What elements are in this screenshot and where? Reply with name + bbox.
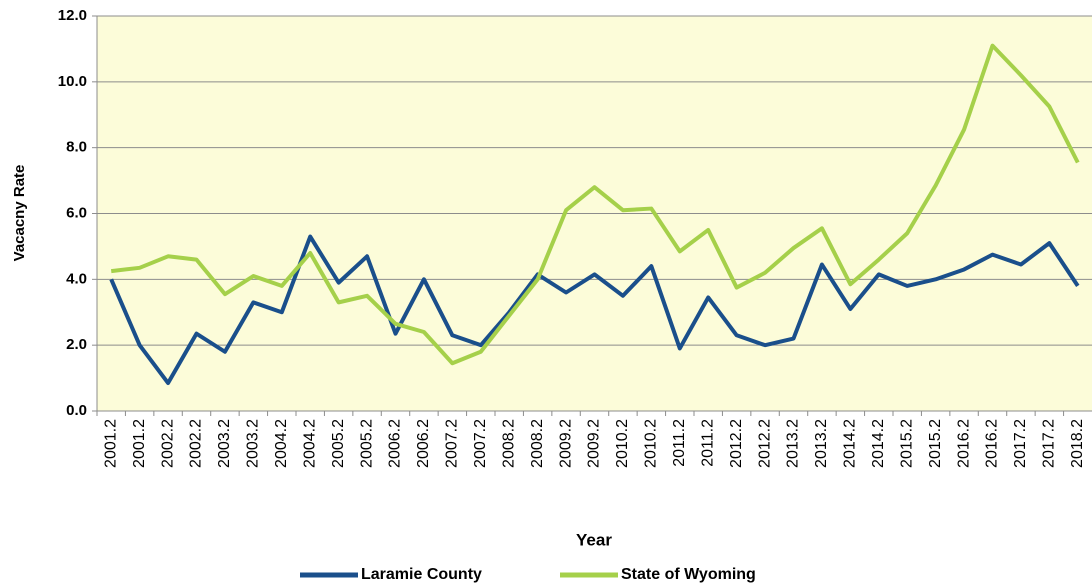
x-tick-label: 2006.2: [387, 419, 404, 468]
x-tick-label: 2005.2: [330, 419, 347, 468]
y-axis-label: Vacacny Rate: [11, 165, 28, 262]
x-tick-label: 2014.2: [842, 419, 859, 468]
series-line: [110, 43, 1080, 366]
x-tick-label: 2009.2: [586, 419, 603, 468]
x-tick-label: 2017.2: [1012, 419, 1029, 468]
x-tick-label: 2002.2: [188, 419, 205, 468]
x-tick-label: 2012.2: [756, 419, 773, 468]
y-tick-label: 10.0: [58, 73, 87, 90]
x-tick-label: 2012.2: [728, 419, 745, 468]
x-tick-label: 2006.2: [415, 419, 432, 468]
x-tick-label: 2015.2: [898, 419, 915, 468]
x-tick-label: 2001.2: [102, 419, 119, 468]
x-tick-label: 2009.2: [557, 419, 574, 468]
x-tick-label: 2013.2: [785, 419, 802, 468]
x-tick-label: 2003.2: [245, 419, 262, 468]
x-tick-label: 2016.2: [955, 419, 972, 468]
y-tick-label: 4.0: [66, 270, 87, 287]
y-tick-label: 0.0: [66, 402, 87, 419]
x-tick-label: 2005.2: [358, 419, 375, 468]
x-tick-label: 2010.2: [614, 419, 631, 468]
legend-label: Laramie County: [361, 566, 482, 583]
x-tick-label: 2017.2: [1041, 419, 1058, 468]
x-tick-label: 2008.2: [529, 419, 546, 468]
x-tick-label: 2004.2: [301, 419, 318, 468]
x-tick-label: 2004.2: [273, 419, 290, 468]
x-tick-label: 2018.2: [1069, 419, 1086, 468]
x-tick-label: 2008.2: [500, 419, 517, 468]
x-tick-label: 2002.2: [159, 419, 176, 468]
x-tick-label: 2010.2: [643, 419, 660, 468]
x-tick-label: 2001.2: [131, 419, 148, 468]
x-tick-label: 2014.2: [870, 419, 887, 468]
y-tick-label: 2.0: [66, 336, 87, 353]
y-tick-label: 6.0: [66, 204, 87, 221]
x-tick-label: 2007.2: [472, 419, 489, 468]
legend-label: State of Wyoming: [621, 566, 756, 583]
series-line: [109, 234, 1080, 386]
x-axis-label: Year: [576, 530, 612, 549]
x-tick-label: 2013.2: [813, 419, 830, 468]
x-tick-label: 2016.2: [984, 419, 1001, 468]
x-tick-label: 2007.2: [444, 419, 461, 468]
x-tick-label: 2011.2: [671, 419, 688, 467]
x-tick-label: 2015.2: [927, 419, 944, 468]
y-tick-label: 8.0: [66, 139, 87, 156]
y-tick-label: 12.0: [58, 7, 87, 24]
x-tick-label: 2003.2: [216, 419, 233, 468]
x-tick-label: 2011.2: [699, 419, 716, 467]
